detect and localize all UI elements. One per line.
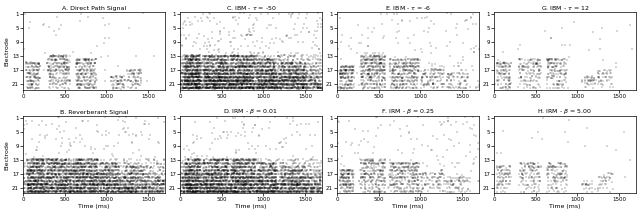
Title: F. IRM - $\beta$ = 0.25: F. IRM - $\beta$ = 0.25 [381, 107, 435, 116]
X-axis label: Time (ms): Time (ms) [78, 204, 109, 209]
Y-axis label: Electrode: Electrode [4, 140, 9, 170]
Title: B. Reverberant Signal: B. Reverberant Signal [60, 110, 128, 115]
Y-axis label: Electrode: Electrode [4, 36, 9, 66]
Title: G. IBM - $\tau$ = 12: G. IBM - $\tau$ = 12 [541, 4, 589, 12]
Title: E. IBM - $\tau$ = -6: E. IBM - $\tau$ = -6 [385, 4, 431, 12]
X-axis label: Time (ms): Time (ms) [549, 204, 580, 209]
Title: A. Direct Path Signal: A. Direct Path Signal [62, 6, 126, 11]
X-axis label: Time (ms): Time (ms) [236, 204, 267, 209]
Title: H. IRM - $\beta$ = 5.00: H. IRM - $\beta$ = 5.00 [538, 107, 593, 116]
Title: D. IRM - $\beta$ = 0.01: D. IRM - $\beta$ = 0.01 [223, 107, 278, 116]
X-axis label: Time (ms): Time (ms) [392, 204, 424, 209]
Title: C. IBM - $\tau$ = -50: C. IBM - $\tau$ = -50 [225, 4, 276, 12]
